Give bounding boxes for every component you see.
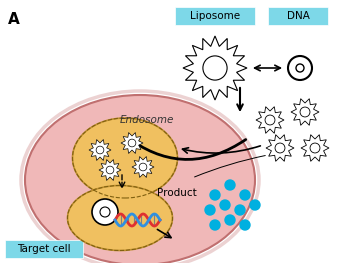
Circle shape <box>96 146 104 154</box>
Circle shape <box>250 200 260 210</box>
Circle shape <box>139 163 147 171</box>
Circle shape <box>210 220 220 230</box>
Polygon shape <box>291 99 319 125</box>
Circle shape <box>205 205 215 215</box>
Circle shape <box>240 220 250 230</box>
Text: Target cell: Target cell <box>17 244 71 254</box>
Polygon shape <box>99 160 121 180</box>
Circle shape <box>203 56 227 80</box>
Circle shape <box>225 180 235 190</box>
Ellipse shape <box>73 118 177 198</box>
Circle shape <box>100 207 110 217</box>
Ellipse shape <box>67 185 173 250</box>
Text: A: A <box>8 12 20 27</box>
Circle shape <box>300 107 310 117</box>
Polygon shape <box>132 156 154 178</box>
FancyBboxPatch shape <box>268 7 328 25</box>
Circle shape <box>210 190 220 200</box>
Circle shape <box>128 139 136 147</box>
Circle shape <box>225 215 235 225</box>
Polygon shape <box>266 135 294 161</box>
Circle shape <box>265 115 275 125</box>
Polygon shape <box>301 135 329 161</box>
Circle shape <box>92 199 118 225</box>
Ellipse shape <box>25 95 255 263</box>
Text: DNA: DNA <box>286 11 309 21</box>
Circle shape <box>296 64 304 72</box>
Polygon shape <box>89 140 111 160</box>
Text: Product: Product <box>157 188 197 198</box>
Polygon shape <box>256 107 284 133</box>
Circle shape <box>235 205 245 215</box>
Circle shape <box>288 56 312 80</box>
Polygon shape <box>183 36 247 100</box>
FancyBboxPatch shape <box>175 7 255 25</box>
Circle shape <box>106 166 114 174</box>
Polygon shape <box>121 133 143 154</box>
Text: Endosome: Endosome <box>120 115 174 125</box>
Text: Liposome: Liposome <box>190 11 240 21</box>
Circle shape <box>220 200 230 210</box>
FancyBboxPatch shape <box>5 240 83 258</box>
Circle shape <box>275 143 285 153</box>
Circle shape <box>310 143 320 153</box>
Circle shape <box>240 190 250 200</box>
